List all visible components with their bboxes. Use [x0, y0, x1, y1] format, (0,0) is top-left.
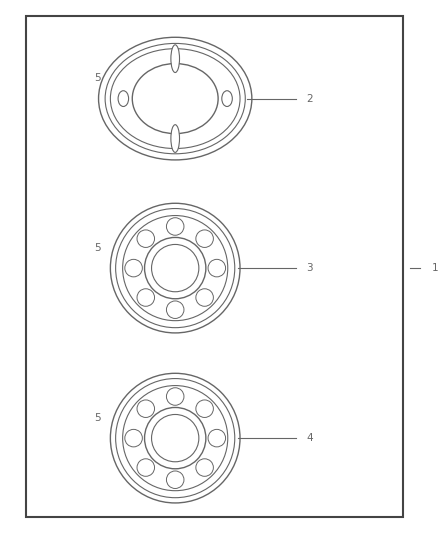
Ellipse shape	[137, 400, 155, 417]
Ellipse shape	[166, 471, 184, 489]
Ellipse shape	[110, 203, 240, 333]
Text: 2: 2	[307, 94, 313, 103]
Ellipse shape	[196, 230, 213, 247]
Ellipse shape	[137, 230, 155, 247]
Text: 5: 5	[94, 243, 101, 253]
Text: 4: 4	[307, 433, 313, 443]
Ellipse shape	[145, 237, 206, 299]
Text: 5: 5	[94, 74, 101, 83]
Ellipse shape	[152, 415, 199, 462]
Text: 1: 1	[431, 263, 438, 273]
Ellipse shape	[125, 260, 142, 277]
Ellipse shape	[166, 217, 184, 235]
Ellipse shape	[125, 430, 142, 447]
Ellipse shape	[166, 301, 184, 319]
Ellipse shape	[152, 245, 199, 292]
Ellipse shape	[110, 373, 240, 503]
Ellipse shape	[208, 260, 226, 277]
Ellipse shape	[166, 387, 184, 405]
Text: 5: 5	[94, 413, 101, 423]
Ellipse shape	[137, 459, 155, 477]
Ellipse shape	[123, 385, 228, 491]
Ellipse shape	[137, 289, 155, 306]
Ellipse shape	[132, 63, 218, 134]
Ellipse shape	[118, 91, 129, 107]
Ellipse shape	[99, 37, 252, 160]
Ellipse shape	[171, 45, 180, 72]
Ellipse shape	[196, 289, 213, 306]
Ellipse shape	[123, 215, 228, 321]
Ellipse shape	[171, 125, 180, 152]
Ellipse shape	[196, 459, 213, 477]
Ellipse shape	[222, 91, 232, 107]
Bar	[26, 16, 403, 517]
Ellipse shape	[145, 407, 206, 469]
Text: 3: 3	[307, 263, 313, 273]
Ellipse shape	[110, 49, 240, 149]
Ellipse shape	[196, 400, 213, 417]
Ellipse shape	[208, 430, 226, 447]
